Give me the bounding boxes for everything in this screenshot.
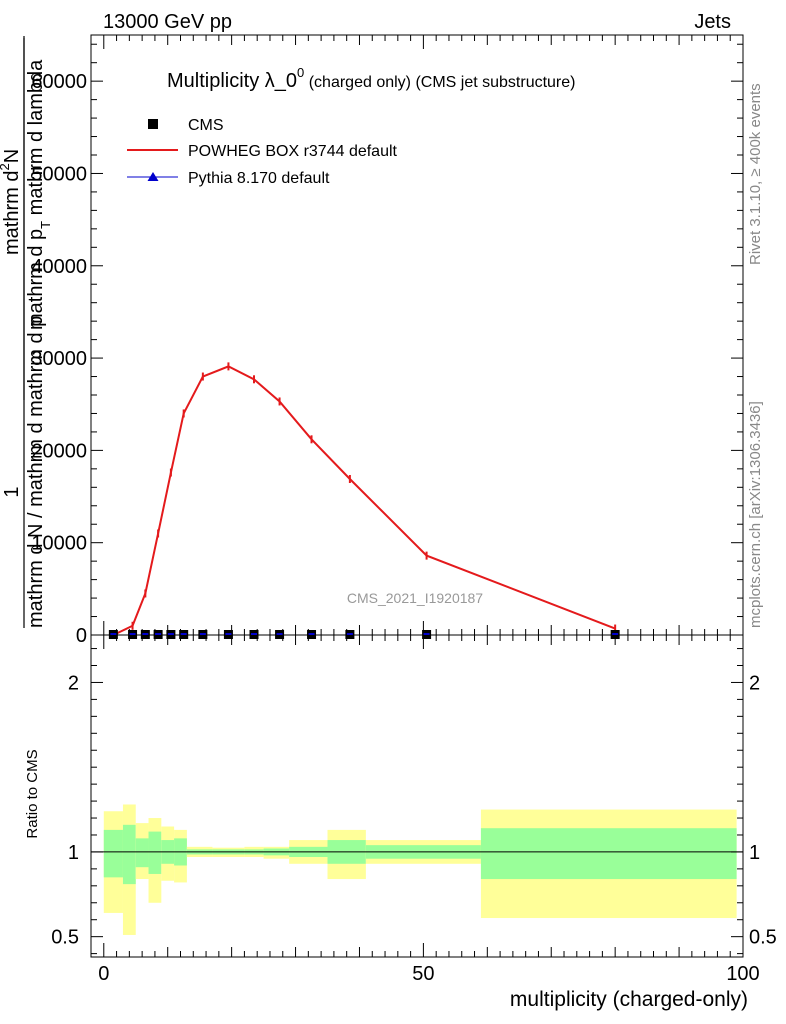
ratio-band-inner-2 [135, 838, 149, 868]
legend-cms-marker [148, 119, 158, 129]
main-ytick-label: 10000 [31, 533, 87, 555]
ratio-axis-ticks [91, 635, 744, 957]
rivet-version-label: Rivet 3.1.10, ≥ 400k events [747, 83, 764, 265]
ratio-ytick-label-left: 0.5 [51, 927, 79, 949]
ratio-plot-frame [90, 634, 744, 958]
xtick-label: 100 [726, 963, 759, 985]
legend-pythia-marker [147, 172, 159, 181]
header-energy-label: 13000 GeV pp [103, 11, 232, 33]
main-ytick-label: 50000 [31, 163, 87, 185]
main-ytick-label: 60000 [31, 71, 87, 93]
powheg-line [112, 365, 616, 636]
plot-title-sup: 0 [297, 65, 304, 80]
ratio-band-inner-13 [480, 828, 737, 880]
ratio-ylabel: Ratio to CMS [24, 749, 41, 838]
plot-title: Multiplicity λ_00 (charged only) (CMS je… [167, 65, 575, 92]
analysis-watermark: CMS_2021_I1920187 [347, 590, 483, 606]
main-ytick-label: 0 [76, 625, 87, 647]
ratio-band-inner-1 [122, 824, 136, 885]
header-process-label: Jets [694, 11, 731, 33]
ylabel-denominator: mathrm d pT mathrm d lambda [25, 59, 53, 330]
ratio-ytick-label-left: 2 [68, 672, 79, 694]
ylabel-denominator-base: mathrm d p [25, 229, 47, 330]
legend-powheg-label: POWHEG BOX r3744 default [188, 143, 398, 160]
ratio-band-inner-3 [148, 831, 162, 874]
ylabel-numerator-base: mathrm d [1, 171, 23, 255]
main-ytick-label: 40000 [31, 256, 87, 278]
ylabel-prefix-numerator: 1 [1, 486, 23, 497]
legend-cms-label: CMS [188, 117, 224, 134]
ratio-ytick-label-left: 1 [68, 842, 79, 864]
ylabel-denominator-tail: mathrm d lambda [25, 59, 47, 221]
plot-title-suffix: (charged only) (CMS jet substructure) [304, 74, 575, 91]
xlabel: multiplicity (charged-only) [510, 988, 748, 1011]
cms-series [108, 630, 620, 639]
ylabel-numerator-tail: N [1, 149, 23, 163]
legend: CMS POWHEG BOX r3744 default Pythia 8.17… [127, 117, 398, 187]
ylabel-numerator: mathrm d2N [0, 149, 23, 255]
mcplots-label: mcplots.cern.ch [arXiv:1306.3436] [747, 401, 764, 628]
plot-title-main: Multiplicity λ_0 [167, 70, 297, 92]
ylabel-prefix-denominator: mathrm d N / mathrm d mathrm d p [25, 316, 47, 628]
legend-pythia-label: Pythia 8.170 default [188, 170, 330, 187]
ylabel-numerator-sup: 2 [0, 163, 12, 170]
main-ylabel: 1 mathrm d N / mathrm d mathrm d p mathr… [0, 36, 53, 628]
ratio-band-inner-0 [103, 829, 123, 878]
ratio-bands [103, 804, 737, 935]
ratio-ytick-label-right: 2 [749, 672, 760, 694]
ratio-ytick-label-right: 1 [749, 842, 760, 864]
main-ytick-labels: 0 10000 20000 30000 40000 50000 60000 [31, 71, 87, 647]
ylabel-denominator-sub: T [38, 221, 53, 229]
xtick-label: 50 [412, 963, 434, 985]
ratio-tick-labels: 0.5 0.5 1 1 2 2 0 50 100 [51, 672, 777, 985]
main-ytick-label: 20000 [31, 440, 87, 462]
ratio-ytick-label-right: 0.5 [749, 927, 777, 949]
xtick-label: 0 [98, 963, 109, 985]
main-ytick-label: 30000 [31, 348, 87, 370]
